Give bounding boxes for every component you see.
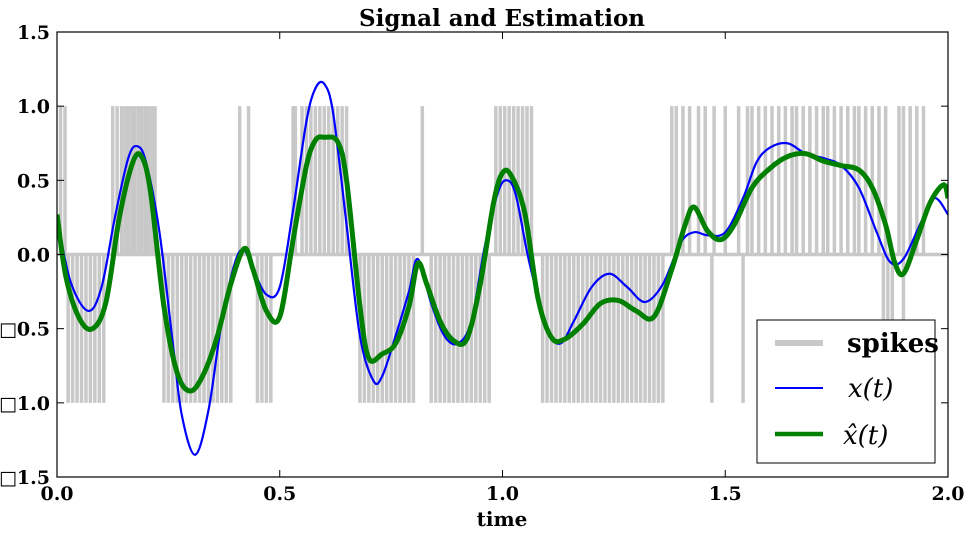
x-tick-label: 2.0 — [931, 483, 964, 505]
x-tick-label: 0.0 — [40, 483, 73, 505]
y-tick-label: 0.5 — [17, 170, 50, 192]
legend-label-xhat: x̂(t) — [843, 421, 888, 451]
ticks-layer: 0.0 0.5 1.0 1.5 2.0 □1.5 □1.0 □0.5 0.0 0.5 1.0 1.5 — [0, 22, 965, 505]
y-tick-label: 1.5 — [17, 22, 50, 44]
x-tick-label: 1.0 — [486, 483, 519, 505]
y-tick-label: 1.0 — [17, 96, 50, 118]
y-tick-label: 0.0 — [17, 245, 50, 267]
series-line-xhat — [57, 134, 948, 394]
lines-layer — [57, 80, 948, 456]
legend-label-x: x(t) — [848, 374, 893, 404]
y-tick-label: □1.0 — [0, 393, 50, 415]
chart-title: Signal and Estimation — [359, 5, 645, 32]
y-tick-label: □0.5 — [0, 319, 50, 341]
x-tick-label: 0.5 — [263, 483, 296, 505]
y-tick-label: □1.5 — [0, 467, 50, 489]
series-line-x — [57, 80, 948, 456]
x-tick-label: 1.5 — [709, 483, 742, 505]
legend-label-spikes: spikes — [847, 329, 939, 359]
legend: spikes x(t) x̂(t) — [756, 319, 939, 464]
x-axis-label: time — [477, 507, 528, 531]
